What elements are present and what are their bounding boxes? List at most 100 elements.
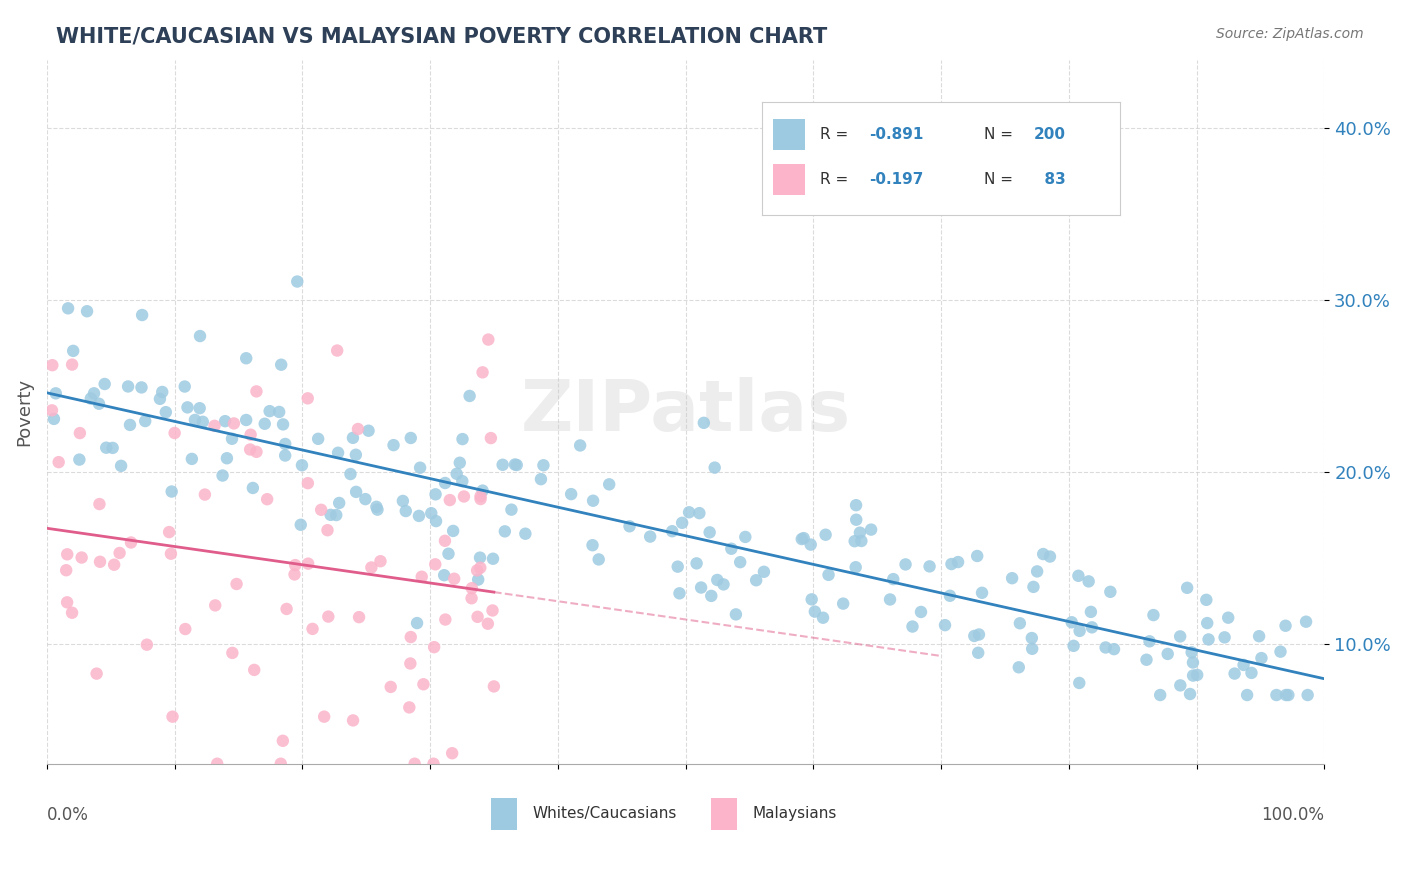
Point (259, 404, 281, 418)
Point (458, 389, 481, 403)
Point (370, 554, 392, 568)
Point (1099, 584, 1122, 599)
Point (316, 523, 339, 537)
Point (1181, 656, 1204, 670)
Point (425, 487, 447, 501)
Point (274, 449, 297, 463)
Point (1178, 687, 1201, 701)
Point (720, 541, 742, 556)
Point (1135, 653, 1157, 667)
Point (433, 533, 456, 548)
Point (934, 618, 956, 632)
Point (239, 427, 262, 442)
Point (582, 493, 605, 508)
Point (1218, 610, 1240, 624)
Point (406, 616, 429, 631)
Point (1001, 571, 1024, 585)
Point (235, 351, 257, 366)
Point (87, 397, 110, 411)
Point (395, 504, 418, 518)
Point (477, 616, 499, 631)
Point (108, 546, 131, 560)
Point (409, 460, 432, 475)
Point (285, 275, 308, 289)
Point (41, 403, 63, 417)
Point (101, 441, 124, 455)
Text: ZIPatlas: ZIPatlas (520, 377, 851, 446)
Point (398, 700, 420, 714)
Point (307, 432, 329, 446)
Point (970, 586, 993, 600)
Point (832, 597, 855, 611)
Point (800, 538, 823, 552)
Point (1139, 634, 1161, 648)
Point (83, 386, 105, 401)
Point (48, 455, 70, 469)
Point (60, 358, 83, 372)
Point (339, 467, 361, 481)
Point (1277, 688, 1299, 702)
Text: 100.0%: 100.0% (1261, 806, 1324, 824)
Point (342, 714, 364, 728)
Point (344, 484, 367, 499)
Point (221, 646, 243, 660)
Point (149, 392, 172, 406)
Point (1032, 547, 1054, 561)
Point (1274, 619, 1296, 633)
Point (1102, 642, 1125, 657)
Point (271, 733, 294, 747)
Point (1022, 580, 1045, 594)
Point (441, 524, 464, 538)
Point (1250, 651, 1272, 665)
Point (45, 386, 67, 401)
Point (482, 551, 505, 566)
Point (443, 572, 465, 586)
Point (946, 555, 969, 569)
Point (214, 414, 236, 428)
Point (70, 550, 93, 565)
Point (253, 417, 276, 431)
Point (1197, 616, 1219, 631)
Point (1142, 608, 1164, 623)
Point (814, 527, 837, 541)
Point (752, 565, 775, 579)
Point (176, 401, 198, 415)
Point (966, 549, 988, 563)
Point (347, 422, 370, 436)
Point (318, 609, 340, 624)
Point (274, 437, 297, 451)
Point (860, 523, 883, 537)
Point (588, 552, 610, 566)
Point (1094, 640, 1116, 655)
Point (1026, 565, 1049, 579)
Point (1185, 668, 1208, 682)
Point (706, 573, 728, 587)
Point (745, 573, 768, 587)
Point (503, 458, 526, 472)
Point (1275, 688, 1298, 702)
Point (678, 505, 700, 519)
Point (163, 425, 186, 440)
Point (1182, 668, 1205, 682)
Point (451, 432, 474, 446)
Point (468, 550, 491, 565)
Point (1168, 629, 1191, 643)
Point (184, 413, 207, 427)
Point (703, 460, 725, 475)
Point (699, 525, 721, 540)
Point (342, 431, 364, 445)
Point (1265, 688, 1288, 702)
Point (449, 456, 471, 470)
Point (470, 560, 492, 574)
Point (894, 558, 917, 572)
Point (1067, 569, 1090, 583)
Point (204, 418, 226, 433)
Point (245, 384, 267, 399)
Point (804, 605, 827, 619)
Point (297, 476, 319, 491)
Point (1295, 615, 1317, 629)
Point (160, 547, 183, 561)
Point (160, 484, 183, 499)
Point (1249, 629, 1271, 643)
Point (1081, 620, 1104, 634)
